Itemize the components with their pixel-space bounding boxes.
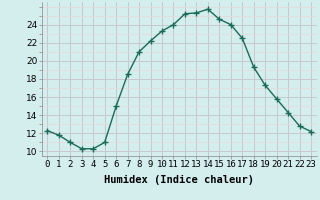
X-axis label: Humidex (Indice chaleur): Humidex (Indice chaleur) xyxy=(104,175,254,185)
